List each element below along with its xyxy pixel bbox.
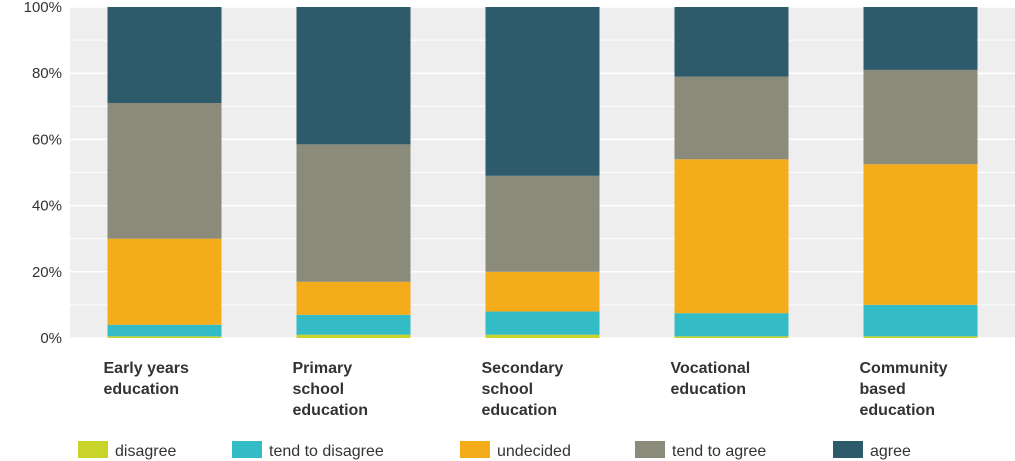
bar-segment-tend-to-disagree xyxy=(863,304,978,337)
x-axis: Early years education Primary school educati… xyxy=(104,360,948,419)
x-tick-label-line: education xyxy=(104,381,180,398)
legend-swatch xyxy=(460,441,490,458)
x-tick-label: Vocational education xyxy=(671,360,751,398)
y-tick-label: 0% xyxy=(40,330,62,347)
bar-segment-tend-to-agree xyxy=(107,102,222,239)
x-tick-label: Primary school education xyxy=(293,360,369,419)
legend-item: undecided xyxy=(460,441,571,460)
x-tick-label-line: school xyxy=(482,381,534,398)
y-axis: 0% 20% 40% 60% 80% 100% xyxy=(24,0,62,347)
x-tick-label-line: Early years xyxy=(104,360,190,377)
x-tick-label: Community based education xyxy=(860,360,948,419)
legend-label: undecided xyxy=(497,443,571,460)
bars xyxy=(107,7,978,338)
x-tick-label-line: Vocational xyxy=(671,360,751,377)
bar-segment-tend-to-agree xyxy=(485,175,600,272)
x-tick-label-line: education xyxy=(860,402,936,419)
bar-segment-undecided xyxy=(863,164,978,305)
bar-segment-undecided xyxy=(107,238,222,325)
bar-segment-undecided xyxy=(296,281,411,315)
bar-segment-agree xyxy=(296,7,411,145)
bar-segment-tend-to-agree xyxy=(296,144,411,282)
bar-segment-agree xyxy=(107,7,222,103)
y-tick-label: 20% xyxy=(32,264,62,281)
legend-item: agree xyxy=(833,441,911,460)
bar-segment-tend-to-agree xyxy=(674,76,789,160)
bar-segment-tend-to-disagree xyxy=(107,324,222,337)
bar-segment-tend-to-disagree xyxy=(674,313,789,337)
x-tick-label-line: based xyxy=(860,381,906,398)
x-tick-label-line: school xyxy=(293,381,345,398)
y-tick-label: 100% xyxy=(24,0,62,16)
legend-label: tend to disagree xyxy=(269,443,384,460)
x-tick-label-line: Primary xyxy=(293,360,353,377)
bar-segment-disagree xyxy=(107,336,222,338)
x-tick-label-line: Secondary xyxy=(482,360,564,377)
x-tick-label-line: education xyxy=(293,402,369,419)
y-tick-label: 60% xyxy=(32,131,62,148)
bar-segment-tend-to-disagree xyxy=(296,314,411,335)
bar-segment-tend-to-agree xyxy=(863,69,978,165)
y-tick-label: 40% xyxy=(32,198,62,215)
x-tick-label-line: education xyxy=(482,402,558,419)
bar-segment-undecided xyxy=(485,271,600,312)
bar-segment-disagree xyxy=(674,336,789,338)
bar-segment-disagree xyxy=(296,334,411,338)
legend-label: disagree xyxy=(115,443,176,460)
legend-swatch xyxy=(635,441,665,458)
x-tick-label: Early years education xyxy=(104,360,190,398)
bar-segment-disagree xyxy=(863,336,978,338)
legend-swatch xyxy=(232,441,262,458)
bar-segment-disagree xyxy=(485,334,600,338)
y-tick-label: 80% xyxy=(32,65,62,82)
bar-segment-tend-to-disagree xyxy=(485,311,600,335)
bar-segment-agree xyxy=(863,7,978,70)
x-tick-label-line: Community xyxy=(860,360,948,377)
bar-segment-undecided xyxy=(674,159,789,314)
bar-segment-agree xyxy=(674,7,789,77)
legend-item: tend to agree xyxy=(635,441,766,460)
bar-segment-agree xyxy=(485,7,600,176)
x-tick-label: Secondary school education xyxy=(482,360,564,419)
legend-item: disagree xyxy=(78,441,176,460)
legend-item: tend to disagree xyxy=(232,441,384,460)
legend-swatch xyxy=(833,441,863,458)
legend-label: agree xyxy=(870,443,911,460)
legend: disagree tend to disagree undecided tend to… xyxy=(78,441,911,460)
legend-swatch xyxy=(78,441,108,458)
x-tick-label-line: education xyxy=(671,381,747,398)
legend-label: tend to agree xyxy=(672,443,766,460)
